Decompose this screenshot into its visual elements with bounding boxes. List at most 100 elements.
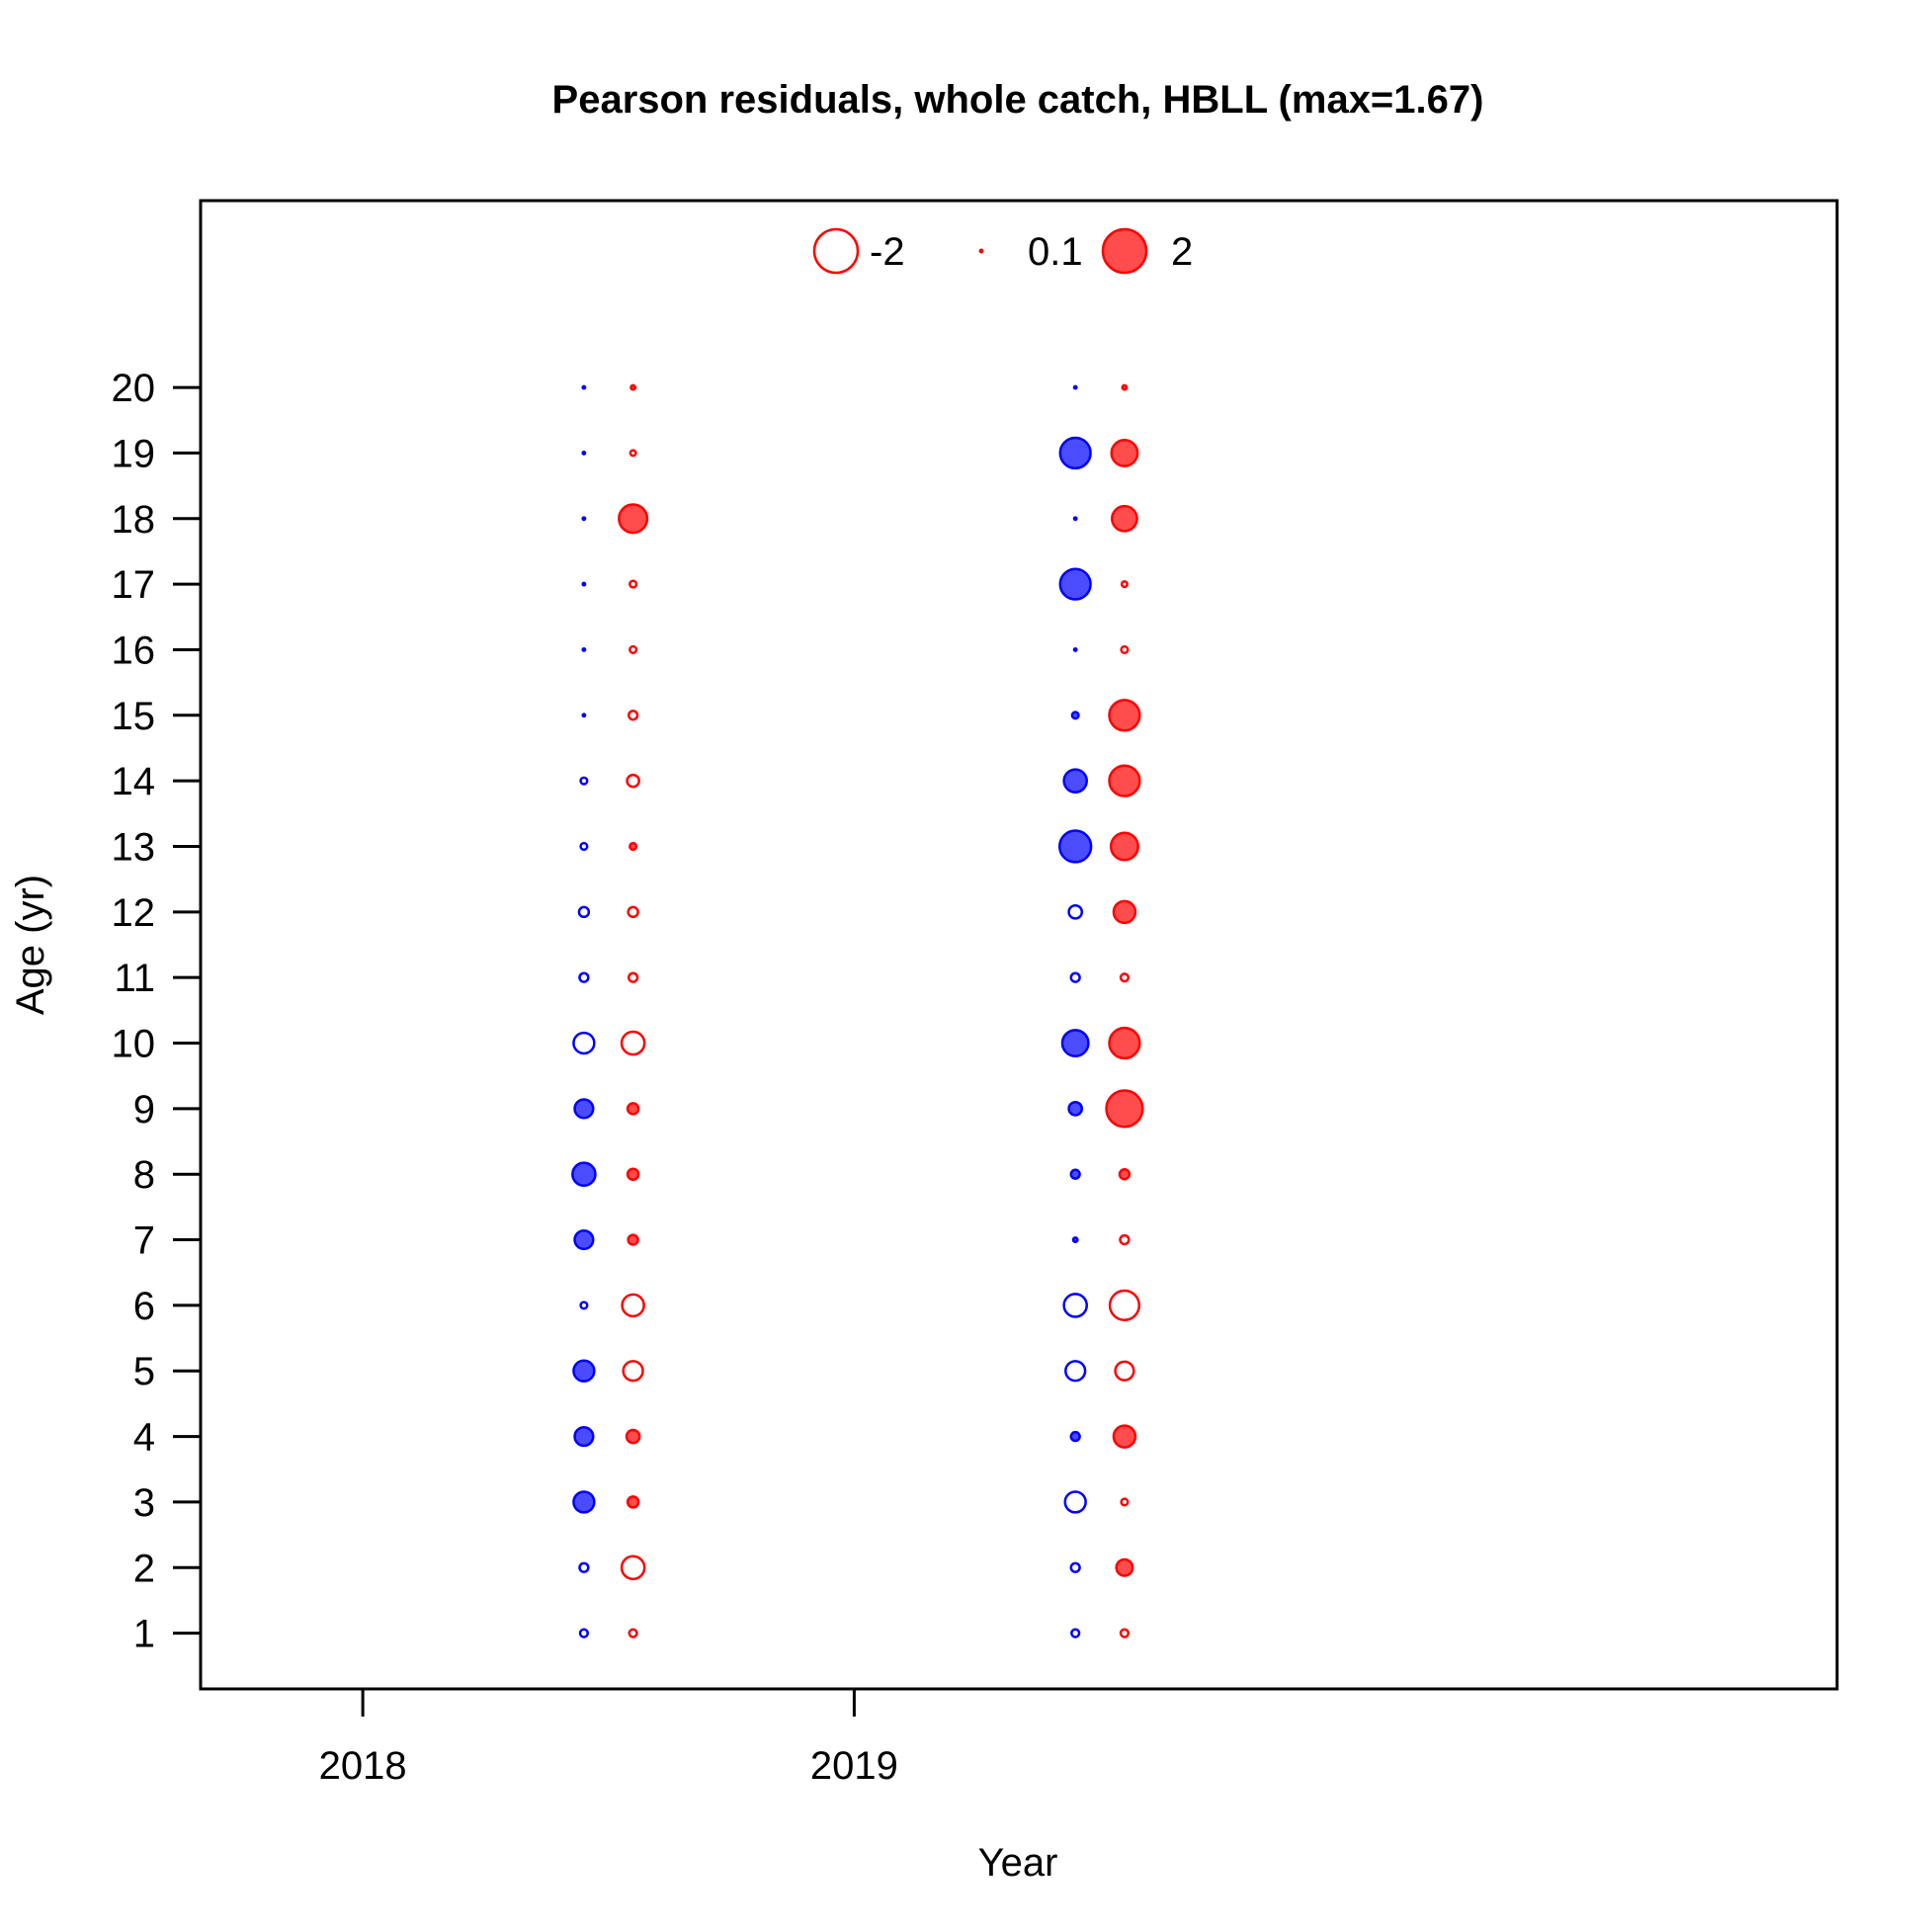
y-tick-label: 3 — [133, 1481, 155, 1525]
residual-point — [1062, 1030, 1088, 1055]
residual-point — [583, 518, 585, 520]
residual-point — [581, 1302, 588, 1309]
y-tick-label: 18 — [112, 498, 156, 542]
residual-point — [1069, 905, 1082, 918]
residual-point — [1060, 569, 1091, 600]
residual-point — [1110, 1291, 1139, 1320]
residual-point — [1065, 1491, 1086, 1512]
residual-point — [573, 1033, 594, 1053]
y-tick-label: 13 — [112, 825, 156, 869]
y-tick-label: 6 — [133, 1285, 155, 1328]
data-points — [572, 385, 1142, 1638]
residual-point — [1071, 1432, 1080, 1441]
x-tick-label: 2018 — [319, 1744, 407, 1788]
y-tick-label: 14 — [112, 760, 156, 803]
residual-point — [628, 775, 639, 787]
y-tick-label: 15 — [112, 695, 156, 738]
legend-marker — [980, 250, 982, 252]
residual-point — [1120, 1169, 1130, 1179]
residual-point — [579, 973, 588, 982]
residual-point — [579, 1563, 588, 1572]
residual-point — [629, 1630, 637, 1638]
y-tick-label: 16 — [112, 629, 156, 672]
y-tick-label: 19 — [112, 432, 156, 475]
residual-point — [1074, 648, 1076, 650]
y-axis-label: Age (yr) — [9, 875, 52, 1015]
residual-point — [619, 504, 647, 533]
residual-point — [1123, 385, 1127, 389]
y-tick-label: 17 — [112, 563, 156, 607]
residual-point — [1059, 831, 1091, 863]
residual-point — [583, 714, 585, 716]
residual-point — [581, 843, 588, 850]
legend-label: 2 — [1171, 230, 1193, 274]
residual-point — [628, 711, 637, 719]
residual-point — [1121, 1235, 1130, 1244]
residual-point — [1117, 1559, 1133, 1576]
y-tick-label: 8 — [133, 1153, 155, 1197]
residual-point — [623, 1295, 644, 1316]
residual-point — [583, 648, 585, 650]
residual-point — [1074, 386, 1076, 388]
residual-point — [583, 583, 585, 585]
residual-point — [1114, 901, 1135, 923]
y-tick-label: 7 — [133, 1219, 155, 1263]
y-tick-label: 11 — [114, 957, 155, 1000]
residual-point — [1064, 1294, 1087, 1316]
x-axis: 2018 2019 — [319, 1689, 898, 1788]
residual-point — [1122, 581, 1128, 587]
legend-marker — [1103, 229, 1146, 273]
residual-point — [1114, 1426, 1135, 1448]
residual-point — [1111, 833, 1138, 861]
residual-point — [628, 1496, 638, 1507]
residual-point — [581, 778, 588, 785]
residual-point — [579, 907, 589, 917]
y-tick-label: 2 — [133, 1547, 155, 1590]
residual-point — [573, 1491, 594, 1512]
residual-point — [580, 1630, 588, 1638]
residual-point — [1116, 1362, 1134, 1381]
residual-point — [1069, 1102, 1082, 1115]
residual-point — [1071, 973, 1080, 982]
residual-point — [1060, 438, 1091, 468]
residual-point — [1065, 1361, 1085, 1381]
residual-point — [1074, 518, 1076, 520]
residual-point — [628, 1103, 638, 1114]
residual-point — [1110, 766, 1140, 797]
residual-point — [622, 1556, 644, 1579]
legend-label: 0.1 — [1028, 230, 1083, 274]
y-tick-label: 12 — [112, 891, 156, 935]
y-tick-label: 1 — [133, 1613, 155, 1656]
legend-label: -2 — [870, 230, 905, 274]
y-tick-label: 9 — [133, 1088, 155, 1132]
residual-point — [575, 1100, 594, 1119]
residual-point — [1107, 1090, 1143, 1127]
x-axis-label: Year — [978, 1841, 1058, 1885]
residual-point — [1122, 646, 1129, 653]
residual-point — [572, 1163, 595, 1186]
y-tick-label: 10 — [112, 1023, 156, 1066]
residual-point — [583, 452, 585, 454]
residual-point — [629, 843, 636, 850]
residual-point — [628, 907, 638, 917]
chart-title: Pearson residuals, whole catch, HBLL (ma… — [552, 78, 1484, 122]
residual-point — [1121, 1630, 1129, 1638]
residual-point — [1072, 712, 1079, 718]
residual-point — [624, 1361, 643, 1381]
y-tick-label: 4 — [133, 1416, 155, 1460]
residual-point — [573, 1361, 594, 1382]
residual-point — [1121, 973, 1129, 981]
residual-point — [1110, 1028, 1140, 1058]
residual-point — [575, 1230, 594, 1249]
residual-point — [627, 1430, 639, 1443]
residual-point — [628, 1169, 638, 1180]
y-tick-label: 5 — [133, 1350, 155, 1393]
residual-point — [1110, 700, 1140, 730]
residual-point — [1112, 440, 1137, 465]
residual-point — [1122, 1499, 1129, 1506]
plot-frame — [201, 201, 1837, 1689]
x-tick-label: 2019 — [810, 1744, 898, 1788]
residual-point — [1071, 1563, 1080, 1572]
